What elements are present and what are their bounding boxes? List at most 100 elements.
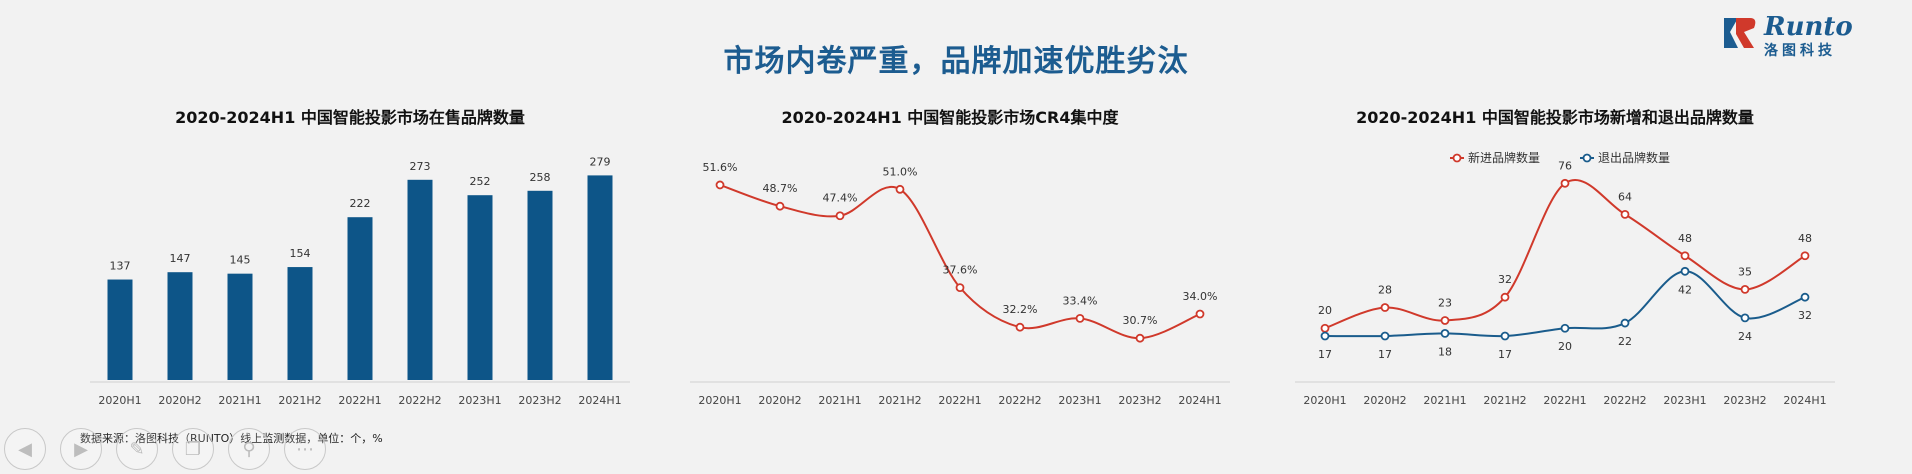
- bar-value-label: 273: [410, 160, 431, 173]
- exit-brands-point: [1320, 331, 1330, 341]
- exit-brands-line: [1324, 270, 1806, 338]
- chart2-title: 2020-2024H1 中国智能投影市场CR4集中度: [781, 108, 1119, 127]
- exit-brands-point: [1680, 266, 1690, 276]
- chart1-title: 2020-2024H1 中国智能投影市场在售品牌数量: [175, 108, 525, 127]
- exit-brands-point: [1620, 318, 1630, 328]
- chart2-x-tick: 2024H1: [1178, 394, 1221, 407]
- play-icon[interactable]: ▶: [60, 428, 102, 470]
- legend-label: 退出品牌数量: [1598, 150, 1670, 165]
- bar-value-label: 145: [230, 254, 251, 267]
- cr4-point: [1075, 313, 1085, 323]
- exit-brands-value-label: 32: [1798, 309, 1812, 322]
- chart2-x-tick: 2021H2: [878, 394, 921, 407]
- chart1-x-tick: 2021H2: [278, 394, 321, 407]
- exit-brands-value-label: 42: [1678, 283, 1692, 296]
- bar: [347, 217, 373, 380]
- bar: [467, 195, 493, 380]
- exit-brands-value-label: 22: [1618, 335, 1632, 348]
- page-title: 市场内卷严重，品牌加速优胜劣汰: [723, 44, 1189, 79]
- cr4-value-label: 47.4%: [823, 192, 858, 205]
- chart2-x-tick: 2020H2: [758, 394, 801, 407]
- zoom-icon[interactable]: ⚲: [228, 428, 270, 470]
- cr4-value-label: 30.7%: [1123, 314, 1158, 327]
- new-brands-value-label: 28: [1378, 284, 1392, 297]
- chart1-brand-count-bars: 137 147 145 154 222 273 252 258 279 2020H1 2020H2 2…: [90, 155, 630, 407]
- cr4-point: [775, 201, 785, 211]
- new-brands-value-label: 48: [1678, 232, 1692, 245]
- bar-value-label: 258: [530, 171, 551, 184]
- chart1-x-tick: 2022H1: [338, 394, 381, 407]
- chart2-x-tick: 2023H1: [1058, 394, 1101, 407]
- cr4-value-label: 33.4%: [1063, 294, 1098, 307]
- logo-chinese: 洛图科技: [1764, 43, 1836, 59]
- copy-icon[interactable]: ❐: [172, 428, 214, 470]
- cr4-point: [1135, 333, 1145, 343]
- new-brands-line: [1324, 179, 1806, 330]
- runto-logo: Runto 洛图科技: [1720, 12, 1880, 59]
- new-brands-value-label: 32: [1498, 273, 1512, 286]
- bar: [227, 273, 253, 380]
- legend-swatch-marker: [1452, 153, 1462, 163]
- cr4-value-label: 37.6%: [943, 264, 978, 277]
- chart1-x-tick: 2023H2: [518, 394, 561, 407]
- bar-value-label: 222: [350, 197, 371, 210]
- bar: [287, 267, 313, 380]
- exit-brands-point: [1800, 292, 1810, 302]
- chart1-x-tick: 2020H2: [158, 394, 201, 407]
- new-brands-point: [1440, 316, 1450, 325]
- exit-brands-value-label: 17: [1378, 348, 1392, 361]
- chart3-title: 2020-2024H1 中国智能投影市场新增和退出品牌数量: [1356, 108, 1754, 127]
- legend-label: 新进品牌数量: [1468, 150, 1540, 165]
- bar: [587, 175, 613, 380]
- bar: [167, 272, 193, 380]
- cr4-point: [835, 211, 845, 221]
- bar-value-label: 147: [170, 252, 191, 265]
- exit-brands-point: [1740, 313, 1750, 323]
- exit-brands-value-label: 24: [1738, 330, 1752, 343]
- new-brands-value-label: 48: [1798, 232, 1812, 245]
- bar-value-label: 137: [110, 260, 131, 273]
- new-brands-value-label: 35: [1738, 265, 1752, 278]
- cr4-value-label: 34.0%: [1183, 290, 1218, 303]
- chart2-x-tick: 2022H1: [938, 394, 981, 407]
- exit-brands-point: [1440, 329, 1450, 338]
- chart2-cr4-line: 51.6% 48.7% 47.4% 51.0% 37.6% 32.2% 33.4% 30.7%…: [690, 161, 1230, 407]
- chart3-x-tick: 2021H1: [1423, 394, 1466, 407]
- exit-brands-point: [1560, 323, 1570, 333]
- chart3-x-tick: 2020H2: [1363, 394, 1406, 407]
- exit-brands-value-label: 17: [1498, 348, 1512, 361]
- cr4-value-label: 51.6%: [703, 161, 738, 174]
- bar: [527, 190, 553, 380]
- chart3-x-tick: 2020H1: [1303, 394, 1346, 407]
- exit-brands-point: [1500, 331, 1510, 341]
- prev-icon[interactable]: ◀: [4, 428, 46, 470]
- cr4-value-label: 51.0%: [883, 165, 918, 178]
- new-brands-point: [1680, 251, 1690, 261]
- cr4-value-label: 32.2%: [1003, 303, 1038, 316]
- exit-brands-value-label: 20: [1558, 340, 1572, 353]
- new-brands-point: [1740, 285, 1750, 294]
- cr4-point: [955, 283, 965, 293]
- new-brands-value-label: 64: [1618, 190, 1632, 203]
- cr4-point: [895, 184, 905, 194]
- chart2-x-tick: 2020H1: [698, 394, 741, 407]
- bar-value-label: 154: [290, 247, 311, 260]
- bar-value-label: 279: [590, 155, 611, 168]
- chart1-x-tick: 2020H1: [98, 394, 141, 407]
- new-brands-point: [1500, 292, 1510, 302]
- more-icon[interactable]: ⋯: [284, 428, 326, 470]
- chart1-x-tick: 2021H1: [218, 394, 261, 407]
- new-brands-value-label: 23: [1438, 296, 1452, 309]
- bar: [107, 279, 133, 380]
- chart2-x-tick: 2023H2: [1118, 394, 1161, 407]
- chart3-x-tick: 2023H2: [1723, 394, 1766, 407]
- logo-word: Runto: [1764, 12, 1853, 42]
- cr4-point: [1015, 322, 1025, 332]
- chart3-x-tick: 2022H2: [1603, 394, 1646, 407]
- pen-icon[interactable]: ✎: [116, 428, 158, 470]
- legend-swatch-marker: [1582, 153, 1592, 163]
- chart1-x-tick: 2024H1: [578, 394, 621, 407]
- chart3-x-tick: 2022H1: [1543, 394, 1586, 407]
- exit-brands-value-label: 18: [1438, 345, 1452, 358]
- runto-logo-mark-icon: [1724, 18, 1756, 48]
